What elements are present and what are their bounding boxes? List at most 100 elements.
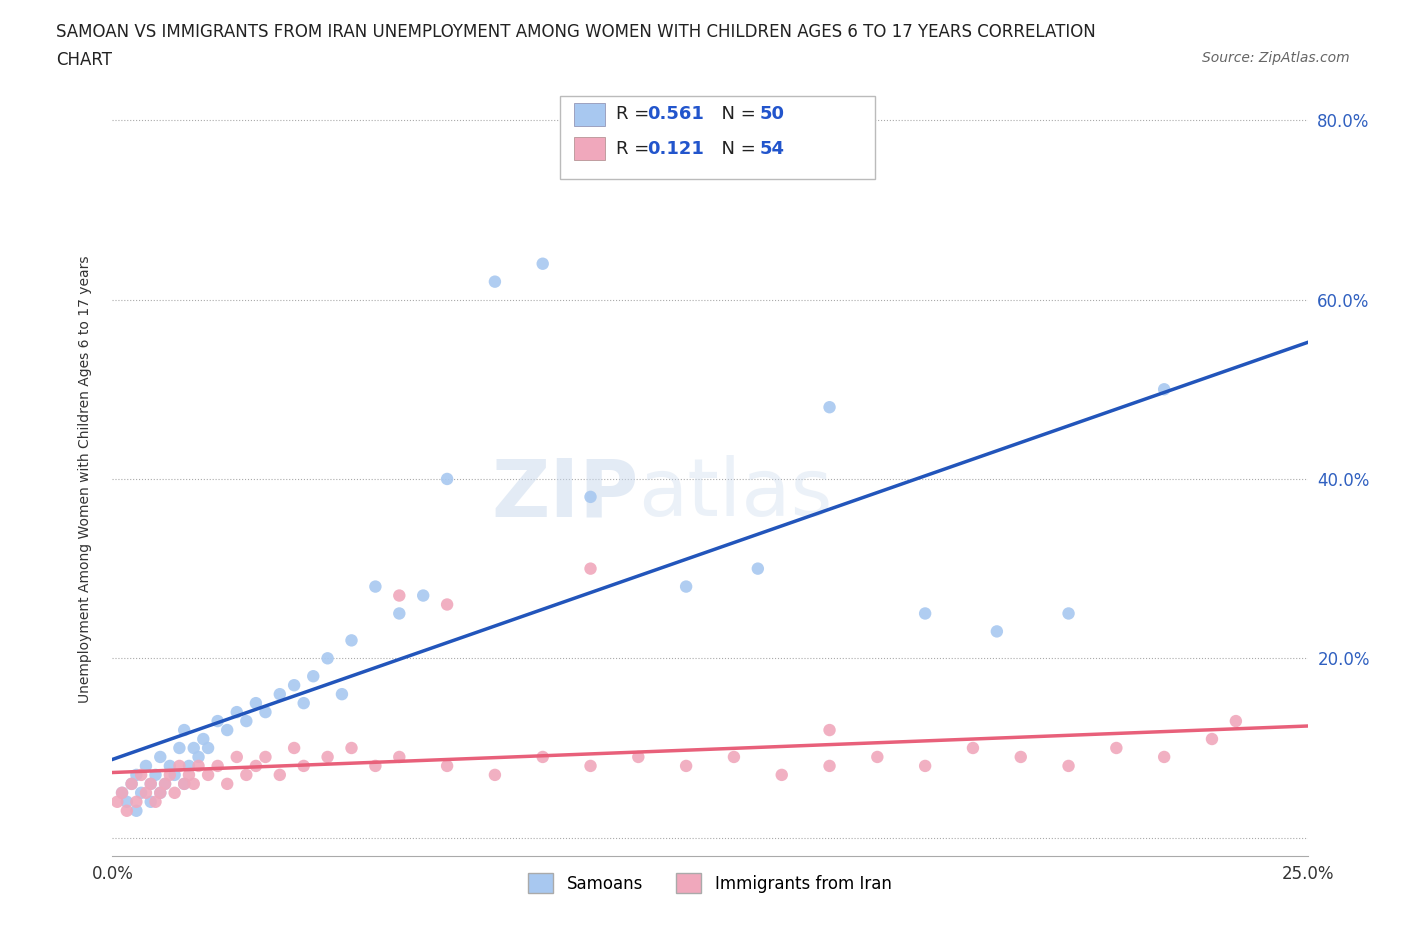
Point: [914, 606, 936, 621]
Point: [169, 740, 191, 755]
Point: [818, 723, 841, 737]
Point: [283, 678, 305, 693]
Text: N =: N =: [710, 105, 762, 124]
Point: [217, 777, 239, 791]
Point: [139, 777, 162, 791]
Point: [125, 767, 148, 782]
Point: [986, 624, 1008, 639]
Point: [225, 750, 247, 764]
Point: [159, 767, 181, 782]
Point: [207, 713, 229, 728]
Point: [254, 750, 277, 764]
Point: [388, 588, 411, 603]
Text: 0.121: 0.121: [647, 140, 703, 158]
Point: [388, 750, 411, 764]
Point: [139, 794, 162, 809]
Point: [484, 274, 506, 289]
Point: [316, 750, 339, 764]
Text: SAMOAN VS IMMIGRANTS FROM IRAN UNEMPLOYMENT AMONG WOMEN WITH CHILDREN AGES 6 TO : SAMOAN VS IMMIGRANTS FROM IRAN UNEMPLOYM…: [56, 23, 1097, 41]
Point: [187, 759, 209, 774]
Text: atlas: atlas: [638, 455, 832, 533]
Point: [292, 696, 315, 711]
Point: [579, 759, 602, 774]
Point: [484, 767, 506, 782]
Text: 50: 50: [759, 105, 785, 124]
Point: [173, 777, 195, 791]
Point: [163, 785, 186, 800]
Point: [177, 759, 200, 774]
Point: [135, 759, 157, 774]
Text: R =: R =: [616, 105, 655, 124]
Point: [245, 696, 267, 711]
Text: CHART: CHART: [56, 51, 112, 69]
Point: [115, 794, 138, 809]
Point: [747, 561, 769, 576]
Point: [436, 472, 458, 486]
Point: [914, 759, 936, 774]
Point: [531, 750, 554, 764]
Point: [129, 767, 152, 782]
Point: [105, 794, 128, 809]
Point: [675, 759, 697, 774]
Point: [531, 257, 554, 272]
Point: [388, 606, 411, 621]
Point: [283, 740, 305, 755]
Point: [436, 759, 458, 774]
Point: [340, 740, 363, 755]
Point: [177, 767, 200, 782]
Point: [269, 686, 291, 701]
Point: [197, 740, 219, 755]
Point: [193, 732, 215, 747]
Point: [340, 633, 363, 648]
Text: ZIP: ZIP: [491, 455, 638, 533]
Point: [217, 723, 239, 737]
Point: [111, 785, 134, 800]
Point: [125, 794, 148, 809]
Point: [225, 705, 247, 720]
Point: [111, 785, 134, 800]
Point: [292, 759, 315, 774]
Point: [149, 750, 172, 764]
Text: 54: 54: [759, 140, 785, 158]
Point: [115, 804, 138, 818]
Point: [235, 713, 257, 728]
Point: [159, 759, 181, 774]
Text: Source: ZipAtlas.com: Source: ZipAtlas.com: [1202, 51, 1350, 65]
Point: [770, 767, 793, 782]
Point: [818, 759, 841, 774]
Point: [149, 785, 172, 800]
Point: [235, 767, 257, 782]
Text: 0.561: 0.561: [647, 105, 703, 124]
Point: [1010, 750, 1032, 764]
Point: [962, 740, 984, 755]
Point: [153, 777, 176, 791]
Text: R =: R =: [616, 140, 655, 158]
Point: [436, 597, 458, 612]
Point: [125, 804, 148, 818]
Point: [579, 561, 602, 576]
Text: N =: N =: [710, 140, 762, 158]
Point: [121, 777, 143, 791]
Point: [187, 750, 209, 764]
Point: [269, 767, 291, 782]
Point: [129, 785, 152, 800]
Point: [1201, 732, 1223, 747]
Point: [1153, 750, 1175, 764]
Point: [627, 750, 650, 764]
Point: [145, 767, 167, 782]
Point: [302, 669, 325, 684]
Point: [1057, 606, 1080, 621]
Point: [163, 767, 186, 782]
Point: [173, 777, 195, 791]
Point: [207, 759, 229, 774]
Point: [364, 579, 387, 594]
Point: [364, 759, 387, 774]
Point: [675, 579, 697, 594]
Point: [1153, 382, 1175, 397]
Point: [121, 777, 143, 791]
Point: [135, 785, 157, 800]
Point: [169, 759, 191, 774]
Point: [183, 740, 205, 755]
Point: [254, 705, 277, 720]
Point: [316, 651, 339, 666]
